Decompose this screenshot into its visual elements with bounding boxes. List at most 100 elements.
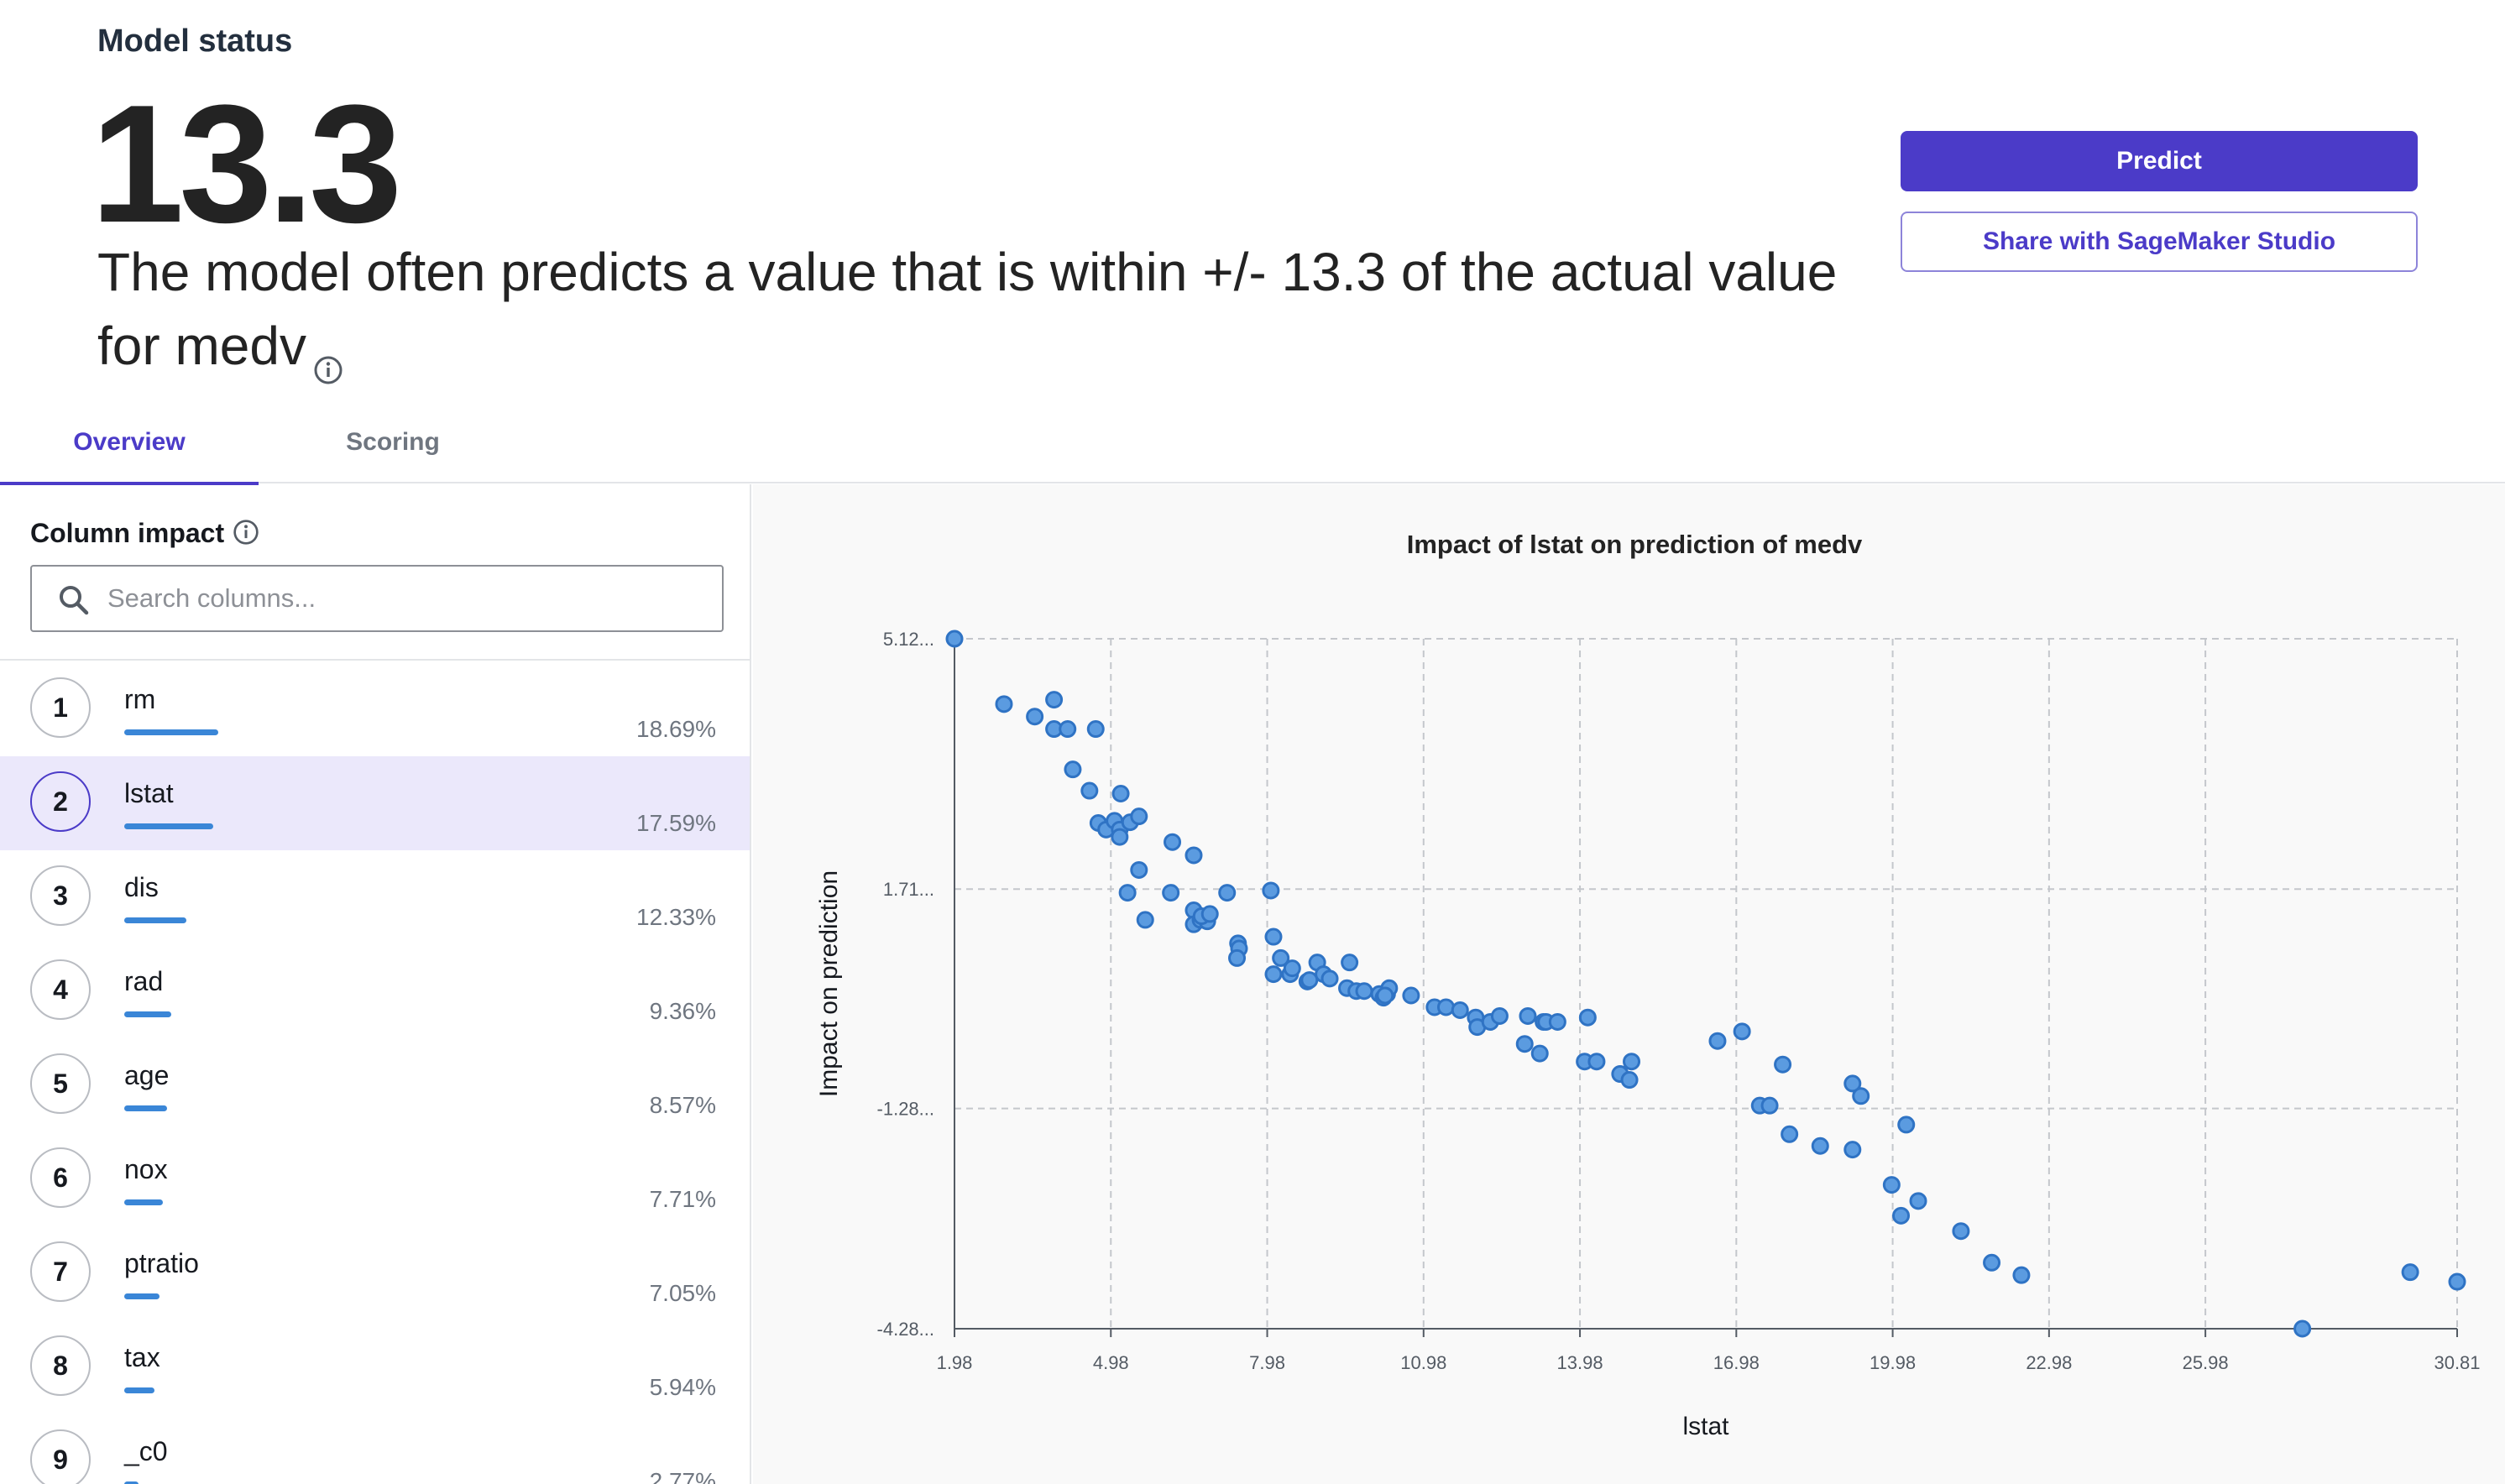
list-item[interactable]: 5 age 8.57% <box>0 1038 750 1132</box>
data-point <box>2401 1263 2419 1282</box>
data-point <box>1264 965 1283 984</box>
impact-percent: 2.77% <box>649 1468 716 1484</box>
data-point <box>1272 948 1290 967</box>
x-axis-label: lstat <box>1682 1413 1729 1440</box>
data-point <box>1228 948 1247 967</box>
list-item[interactable]: 6 nox 7.71% <box>0 1132 750 1226</box>
data-point <box>1111 785 1130 803</box>
impact-bar <box>124 1199 164 1205</box>
data-point <box>1059 720 1077 739</box>
impact-percent: 5.94% <box>649 1374 716 1400</box>
data-point <box>2293 1319 2312 1338</box>
info-icon[interactable] <box>233 519 259 546</box>
x-tick-label: 19.98 <box>1870 1352 1916 1373</box>
list-item[interactable]: 1 rm 18.69% <box>0 662 750 756</box>
tab-overview[interactable]: Overview <box>0 428 259 485</box>
impact-percent: 12.33% <box>636 904 716 930</box>
x-tick-label: 16.98 <box>1713 1352 1760 1373</box>
rank-badge: 7 <box>30 1241 91 1302</box>
x-tick-label: 10.98 <box>1400 1352 1446 1373</box>
search-columns-box <box>30 565 724 632</box>
data-point <box>1026 708 1044 726</box>
impact-bar <box>124 1481 139 1484</box>
share-with-sagemaker-studio-button[interactable]: Share with SageMaker Studio <box>1901 212 2418 272</box>
rank-badge: 8 <box>30 1335 91 1396</box>
column-name: _c0 <box>124 1436 168 1466</box>
data-point <box>1909 1192 1927 1210</box>
data-point <box>945 630 964 648</box>
x-tick-label: 30.81 <box>2434 1352 2480 1373</box>
data-point <box>1587 1053 1606 1071</box>
column-impact-title: Column impact <box>30 518 259 549</box>
impact-percent: 7.71% <box>649 1186 716 1212</box>
column-name: rad <box>124 966 164 996</box>
data-point <box>1283 959 1301 978</box>
data-point <box>1620 1071 1639 1089</box>
predict-button[interactable]: Predict <box>1901 131 2418 191</box>
data-point <box>1200 905 1219 923</box>
data-point <box>1402 986 1420 1005</box>
impact-bar <box>124 729 219 735</box>
list-item[interactable]: 8 tax 5.94% <box>0 1320 750 1414</box>
data-point <box>1548 1012 1566 1031</box>
column-name: rm <box>124 684 156 714</box>
data-point <box>1515 1035 1534 1053</box>
data-point <box>1080 781 1099 800</box>
tab-scoring[interactable]: Scoring <box>346 428 440 456</box>
column-name: dis <box>124 872 159 902</box>
data-point <box>1774 1055 1792 1074</box>
data-point <box>1164 833 1182 851</box>
data-point <box>1264 928 1283 946</box>
impact-bar <box>124 1293 160 1299</box>
data-point <box>1162 884 1180 902</box>
impact-percent: 8.57% <box>649 1092 716 1118</box>
data-point <box>1130 807 1148 826</box>
data-point <box>1341 954 1359 972</box>
impact-percent: 17.59% <box>636 810 716 836</box>
data-point <box>1892 1206 1911 1225</box>
scatter-chart: 1.98 4.98 7.98 10.98 13.98 16.98 19.98 22.98 25.… <box>815 629 2481 1440</box>
data-point <box>1843 1141 1862 1159</box>
list-item[interactable]: 3 dis 12.33% <box>0 850 750 944</box>
data-point <box>1130 860 1148 879</box>
data-point <box>1760 1096 1779 1115</box>
y-tick-label: -1.28... <box>877 1099 934 1120</box>
data-point <box>1952 1222 1970 1241</box>
x-tick-label: 1.98 <box>937 1352 973 1373</box>
metric-description: The model often predicts a value that is… <box>97 235 1902 384</box>
list-item-selected[interactable]: 2 lstat 17.59% <box>0 756 750 850</box>
data-point <box>1843 1074 1862 1093</box>
data-point <box>1781 1125 1799 1143</box>
data-point <box>1262 881 1280 900</box>
impact-bar <box>124 1011 172 1017</box>
data-point <box>1519 1006 1537 1025</box>
data-point <box>1185 846 1203 865</box>
chart-panel: Impact of lstat on prediction of medv 1.… <box>753 484 2505 1484</box>
x-tick-label: 4.98 <box>1093 1352 1129 1373</box>
column-name: lstat <box>124 778 174 808</box>
data-point <box>1376 986 1394 1005</box>
list-item[interactable]: 4 rad 9.36% <box>0 944 750 1038</box>
x-tick-label: 22.98 <box>2026 1352 2072 1373</box>
x-tick-label: 13.98 <box>1557 1352 1603 1373</box>
list-item[interactable]: 9 _c0 2.77% <box>0 1414 750 1484</box>
data-point <box>1882 1176 1901 1194</box>
impact-bar <box>124 1387 154 1393</box>
metric-description-text: The model often predicts a value that is… <box>97 242 1838 376</box>
info-icon[interactable] <box>313 330 343 384</box>
data-point <box>1136 911 1154 929</box>
data-point <box>1983 1253 2001 1272</box>
search-columns-input[interactable] <box>107 575 695 622</box>
data-point <box>1355 982 1373 1001</box>
metric-value: 13.3 <box>91 71 402 258</box>
impact-bar <box>124 917 186 923</box>
data-point <box>1811 1137 1829 1155</box>
rank-badge: 5 <box>30 1053 91 1114</box>
data-point <box>1623 1053 1641 1071</box>
chart-title: Impact of lstat on prediction of medv <box>1406 530 1863 559</box>
list-item[interactable]: 7 ptratio 7.05% <box>0 1226 750 1320</box>
data-point <box>1218 884 1237 902</box>
data-point <box>2012 1266 2031 1284</box>
data-point <box>1451 1001 1469 1019</box>
rank-badge: 4 <box>30 959 91 1020</box>
